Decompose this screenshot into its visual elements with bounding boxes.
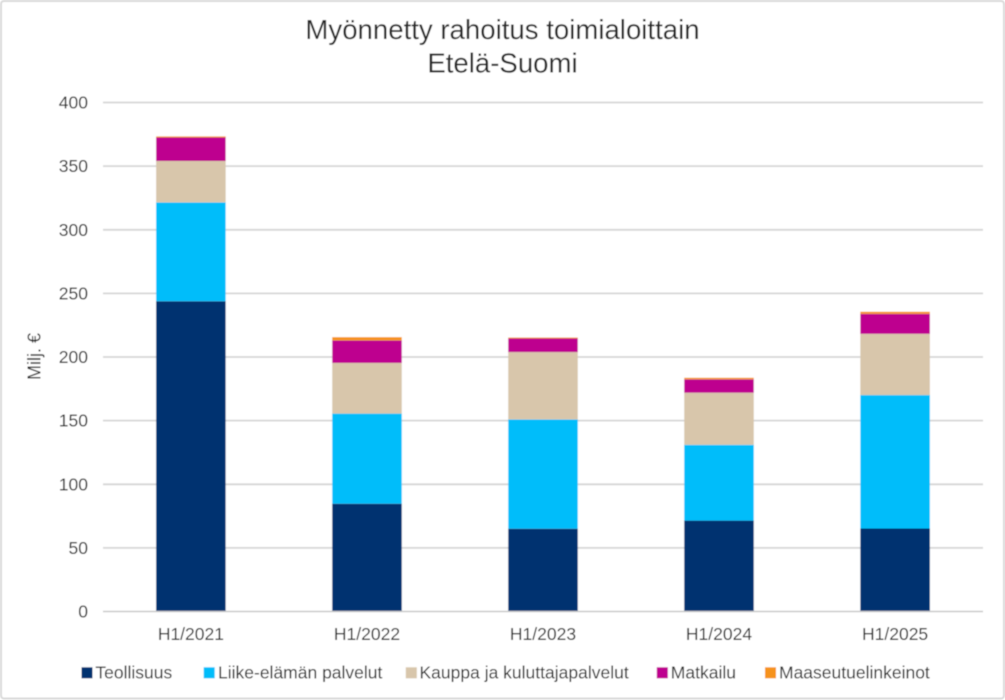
svg-text:Etelä-Suomi: Etelä-Suomi <box>427 48 577 79</box>
svg-text:Matkailu: Matkailu <box>671 662 736 682</box>
svg-text:100: 100 <box>59 474 88 494</box>
svg-text:Milj. €: Milj. € <box>25 333 45 380</box>
svg-text:250: 250 <box>59 283 88 303</box>
svg-text:Kauppa ja kuluttajapalvelut: Kauppa ja kuluttajapalvelut <box>420 662 629 682</box>
svg-text:Liike-elämän palvelut: Liike-elämän palvelut <box>218 662 383 682</box>
svg-text:350: 350 <box>59 156 88 176</box>
svg-text:0: 0 <box>78 602 88 622</box>
svg-text:H1/2022: H1/2022 <box>334 624 400 644</box>
svg-text:200: 200 <box>59 347 88 367</box>
svg-text:150: 150 <box>59 411 88 431</box>
svg-text:50: 50 <box>69 538 89 558</box>
svg-text:H1/2023: H1/2023 <box>510 624 576 644</box>
svg-text:Teollisuus: Teollisuus <box>95 662 172 682</box>
svg-text:Maaseutuelinkeinot: Maaseutuelinkeinot <box>779 662 930 682</box>
svg-text:Myönnetty rahoitus toimialoitt: Myönnetty rahoitus toimialoittain <box>305 14 699 45</box>
svg-text:300: 300 <box>59 220 88 240</box>
svg-text:H1/2021: H1/2021 <box>158 624 224 644</box>
svg-text:400: 400 <box>59 93 88 113</box>
svg-text:H1/2025: H1/2025 <box>862 624 928 644</box>
svg-text:H1/2024: H1/2024 <box>686 624 752 644</box>
